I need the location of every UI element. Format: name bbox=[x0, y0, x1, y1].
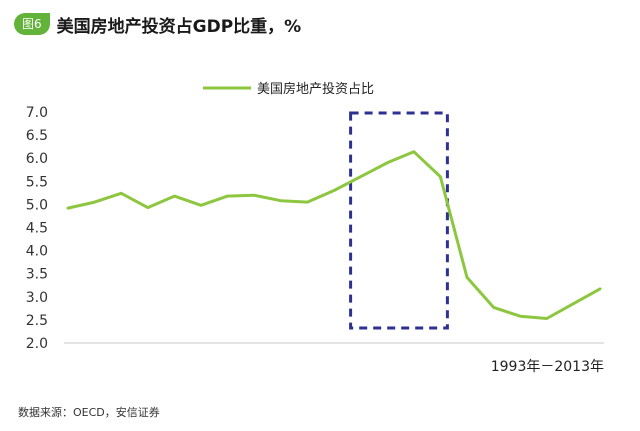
data-point bbox=[146, 206, 149, 209]
data-point bbox=[173, 194, 176, 198]
data-point bbox=[306, 200, 309, 204]
data-point bbox=[199, 204, 203, 207]
y-tick-label: 2.0 bbox=[26, 336, 48, 352]
data-point bbox=[66, 206, 70, 210]
y-tick-label: 3.5 bbox=[26, 267, 48, 283]
y-tick-label: 5.0 bbox=[26, 197, 48, 213]
data-point bbox=[412, 150, 415, 153]
data-point bbox=[519, 315, 522, 318]
data-point bbox=[598, 287, 602, 291]
legend-label: 美国房地产投资占比 bbox=[257, 81, 374, 97]
y-tick-label: 6.5 bbox=[26, 128, 48, 144]
x-axis: 1993年－2013年 bbox=[64, 342, 604, 375]
x-axis-label: 1993年－2013年 bbox=[491, 359, 604, 375]
highlight-box bbox=[349, 111, 449, 330]
series-line bbox=[66, 150, 602, 320]
y-tick-label: 3.0 bbox=[26, 290, 48, 306]
y-tick-label: 4.5 bbox=[26, 221, 48, 237]
data-point bbox=[545, 317, 548, 320]
series-group bbox=[66, 150, 602, 320]
data-point bbox=[386, 161, 389, 165]
highlight-box-group bbox=[349, 111, 449, 330]
data-point bbox=[572, 302, 575, 305]
chart-header: 图6 美国房地产投资占GDP比重，% bbox=[14, 10, 301, 38]
legend: 美国房地产投资占比 bbox=[203, 81, 374, 97]
data-point bbox=[120, 192, 123, 195]
data-point bbox=[465, 276, 469, 279]
y-tick-label: 5.5 bbox=[26, 174, 48, 190]
y-tick-label: 6.0 bbox=[26, 151, 48, 167]
y-tick-label: 4.0 bbox=[26, 244, 48, 260]
data-point bbox=[253, 193, 256, 197]
y-axis: 2.0 2.5 3.0 3.5 4.0 4.5 5.0 5.5 6.0 6.5 7.0 bbox=[26, 105, 48, 352]
figure-badge: 图6 bbox=[14, 13, 50, 35]
source-note: 数据来源：OECD，安信证券 bbox=[18, 406, 160, 419]
data-point bbox=[279, 199, 282, 202]
data-point bbox=[359, 175, 362, 178]
data-point bbox=[492, 306, 495, 309]
data-point bbox=[226, 194, 229, 198]
line-chart: 2.0 2.5 3.0 3.5 4.0 4.5 5.0 5.5 6.0 6.5 7.0 1993年－… bbox=[26, 81, 604, 375]
y-tick-label: 2.5 bbox=[26, 313, 48, 329]
y-tick-label: 7.0 bbox=[26, 105, 48, 121]
chart-title: 美国房地产投资占GDP比重，% bbox=[56, 16, 302, 37]
data-point bbox=[439, 175, 442, 178]
data-point bbox=[93, 200, 96, 204]
data-point bbox=[332, 189, 336, 192]
